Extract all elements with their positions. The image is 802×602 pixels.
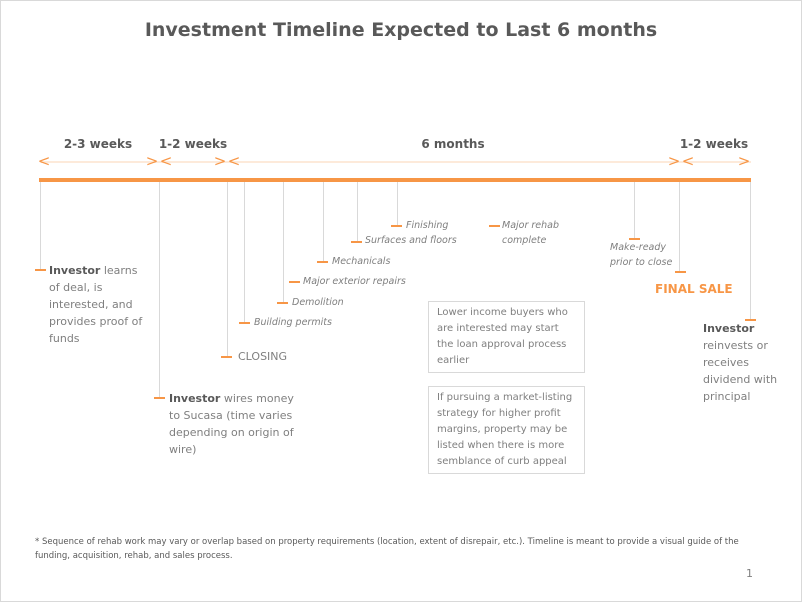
connector-line xyxy=(227,182,228,356)
milestone-tick xyxy=(289,281,300,283)
milestone-investor-reinvests: Investor reinvests or receives dividend … xyxy=(703,320,783,405)
milestone-tick xyxy=(154,397,165,399)
note-box-loan-approval: Lower income buyers who are interested m… xyxy=(428,301,585,373)
period-label: 6 months xyxy=(421,137,485,151)
milestone-major-exterior: Major exterior repairs xyxy=(303,276,406,287)
milestone-text: wires money to Sucasa (time varies depen… xyxy=(169,392,294,456)
period-arrow-line xyxy=(41,161,751,163)
investor-label: Investor xyxy=(703,322,755,335)
milestone-tick xyxy=(391,225,402,227)
milestone-mechanicals: Mechanicals xyxy=(332,256,391,267)
arrow-right-icon: > xyxy=(145,152,159,170)
period-label: 1-2 weeks xyxy=(679,137,749,151)
milestone-text: learns of deal, is interested, and provi… xyxy=(49,264,143,345)
period-label: 1-2 weeks xyxy=(158,137,228,151)
connector-line xyxy=(40,182,41,269)
arrow-right-icon: > xyxy=(213,152,227,170)
milestone-tick xyxy=(221,356,232,358)
milestone-finishing: Finishing xyxy=(406,220,449,231)
milestone-tick xyxy=(629,238,640,240)
arrow-right-icon: > xyxy=(737,152,751,170)
page-number: 1 xyxy=(746,567,753,580)
connector-line xyxy=(357,182,358,241)
footnote: * Sequence of rehab work may vary or ove… xyxy=(35,537,739,561)
milestone-tick xyxy=(277,302,288,304)
milestone-investor-learns: Investor learns of deal, is interested, … xyxy=(49,262,149,347)
connector-line xyxy=(397,182,398,226)
milestone-text: reinvests or receives dividend with prin… xyxy=(703,339,778,403)
milestone-surfaces: Surfaces and floors xyxy=(365,235,457,246)
milestone-tick xyxy=(239,322,250,324)
arrow-left-icon: < xyxy=(37,152,51,170)
milestone-tick xyxy=(35,269,46,271)
page-title: Investment Timeline Expected to Last 6 m… xyxy=(144,19,658,41)
milestone-make-ready: Make-ready prior to close xyxy=(610,242,673,268)
milestone-final-sale: FINAL SALE xyxy=(655,282,733,296)
milestone-tick xyxy=(489,225,500,227)
milestone-building-permits: Building permits xyxy=(254,317,332,328)
milestone-tick xyxy=(675,271,686,273)
arrow-right-icon: > xyxy=(667,152,681,170)
milestone-demolition: Demolition xyxy=(292,297,344,308)
connector-line xyxy=(323,182,324,262)
connector-line xyxy=(679,182,680,272)
milestone-tick xyxy=(745,319,756,321)
milestone-tick xyxy=(351,241,362,243)
milestone-major-rehab: Major rehab complete xyxy=(502,220,560,246)
investor-label: Investor xyxy=(169,392,221,405)
connector-line xyxy=(244,182,245,322)
milestone-tick xyxy=(317,261,328,263)
period-label: 2-3 weeks xyxy=(63,137,133,151)
milestone-closing: CLOSING xyxy=(238,350,288,363)
investor-label: Investor xyxy=(49,264,101,277)
connector-line xyxy=(159,182,160,397)
connector-line xyxy=(634,182,635,239)
arrow-left-icon: < xyxy=(227,152,241,170)
note-box-market-listing: If pursuing a market-listing strategy fo… xyxy=(428,386,585,474)
milestone-investor-wires: Investor wires money to Sucasa (time var… xyxy=(169,390,299,458)
arrow-left-icon: < xyxy=(159,152,173,170)
timeline-axis xyxy=(39,178,751,182)
connector-line xyxy=(283,182,284,302)
arrow-left-icon: < xyxy=(681,152,695,170)
connector-line xyxy=(750,182,751,320)
